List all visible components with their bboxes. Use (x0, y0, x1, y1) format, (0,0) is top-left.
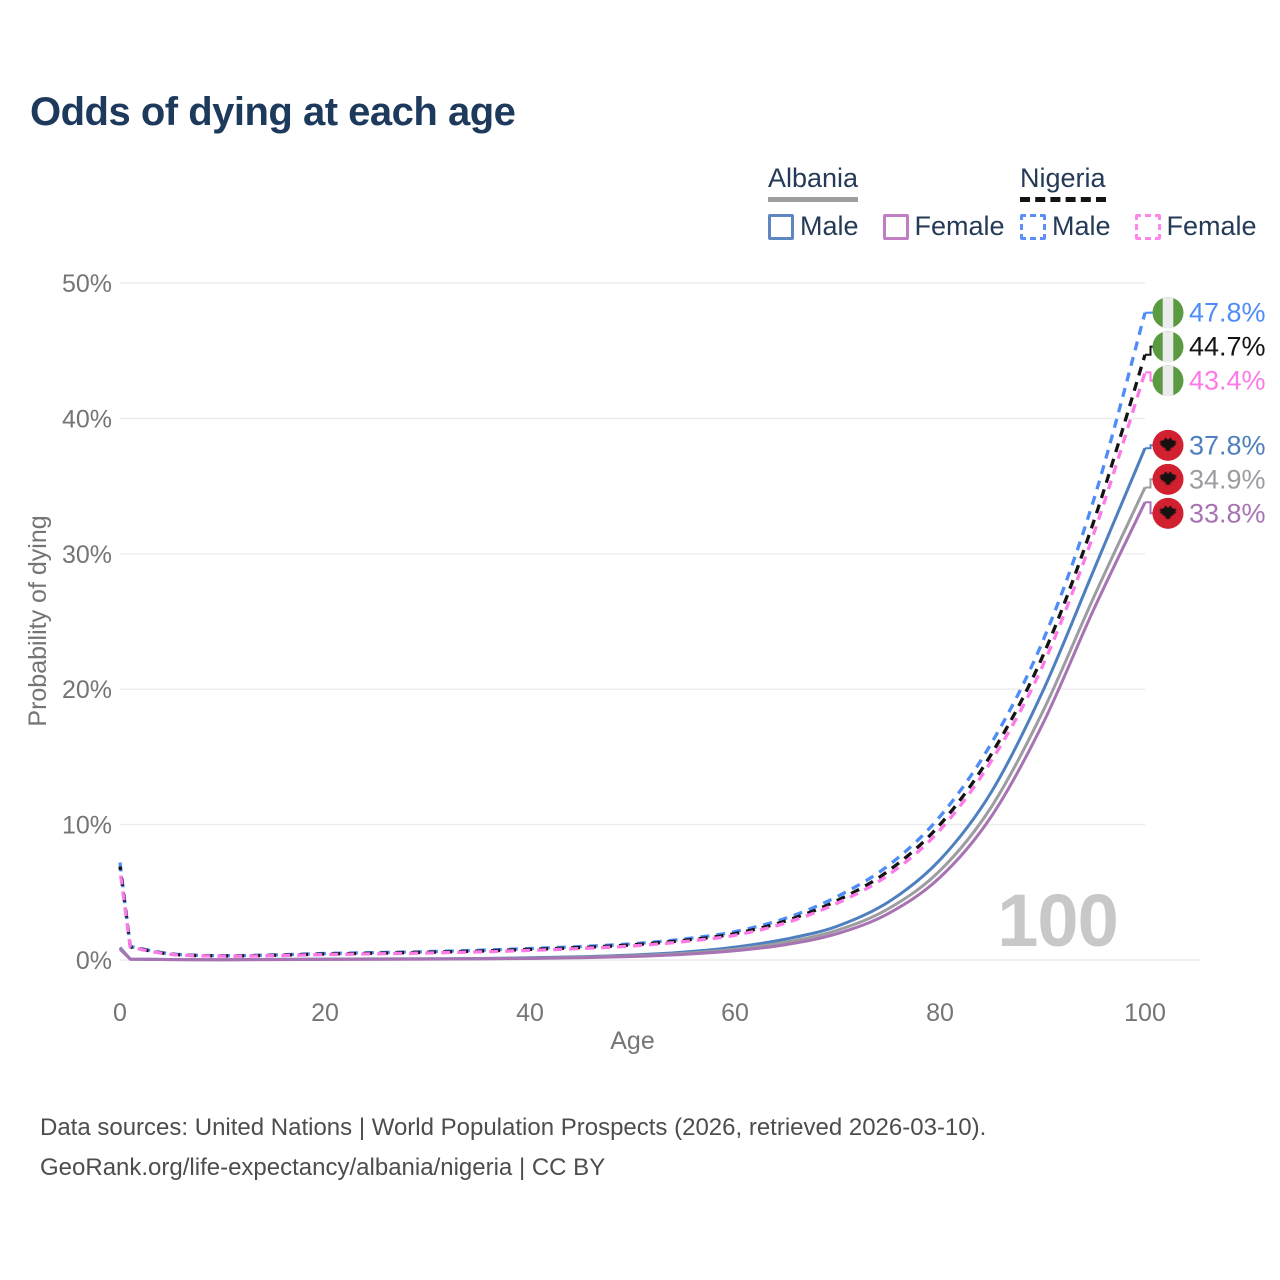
footer: Data sources: United Nations | World Pop… (40, 1108, 986, 1188)
x-tick-label: 60 (721, 999, 749, 1027)
y-tick-label: 0% (76, 947, 112, 975)
x-axis-title: Age (610, 1027, 654, 1055)
legend-label-nigeria-female: Female (1166, 211, 1257, 241)
end-value-label-nigeria-female: 43.4% (1189, 366, 1266, 396)
x-tick-label: 20 (311, 999, 339, 1027)
footer-data-sources: Data sources: United Nations | World Pop… (40, 1114, 987, 1141)
nigeria-flag-white-band (1162, 365, 1174, 397)
legend-label-albania-female: Female (914, 211, 1005, 241)
end-value-label-albania-both-sexes: 34.9% (1189, 464, 1266, 494)
legend-item-nigeria-female[interactable]: Female (1134, 211, 1257, 242)
x-tick-label: 80 (926, 999, 954, 1027)
legend-item-albania-male[interactable]: Male (768, 211, 859, 242)
series-line-nigeria-both-sexes[interactable] (118, 354, 1147, 958)
x-tick-label: 40 (516, 999, 544, 1027)
end-value-label-albania-female: 33.8% (1189, 498, 1266, 528)
x-tick-label: 0 (113, 999, 127, 1027)
series-line-nigeria-female[interactable] (118, 371, 1147, 958)
legend-header-nigeria: Nigeria (1020, 163, 1106, 202)
legend-label-nigeria-male: Male (1052, 211, 1111, 241)
x-tick-label: 100 (1124, 999, 1166, 1027)
albania-eagle (1158, 471, 1178, 487)
legend-header-albania: Albania (768, 163, 859, 202)
flag-albania-icon (1152, 497, 1184, 529)
checkbox-albania-male-icon[interactable] (768, 213, 794, 240)
legend-label-albania-male: Male (800, 211, 859, 241)
checkbox-nigeria-male-icon[interactable] (1020, 213, 1046, 240)
flag-nigeria-icon (1152, 331, 1184, 363)
legend-group-albania: Albania Male Female (768, 163, 1005, 242)
legend-item-albania-female[interactable]: Female (882, 211, 1005, 242)
series-line-nigeria-male[interactable] (118, 312, 1147, 958)
flag-albania-icon (1152, 463, 1184, 495)
y-axis-title: Probability of dying (24, 515, 52, 726)
age-watermark: 100 (997, 879, 1118, 962)
gridlines (120, 282, 1200, 961)
nigeria-flag-white-band (1162, 331, 1174, 363)
legend-row-nigeria: Male Female (1020, 211, 1257, 242)
legend-group-nigeria: Nigeria Male Female (1020, 163, 1257, 242)
flag-nigeria-icon (1152, 365, 1184, 397)
flag-nigeria-icon (1152, 297, 1184, 329)
end-value-label-nigeria-male: 47.8% (1189, 298, 1266, 328)
series-line-albania-female[interactable] (118, 501, 1147, 962)
y-tick-label: 40% (62, 405, 112, 433)
legend-row-albania: Male Female (768, 211, 1005, 242)
checkbox-albania-female-icon[interactable] (882, 213, 909, 240)
albania-eagle (1158, 437, 1178, 453)
flag-albania-icon (1152, 429, 1184, 461)
y-tick-label: 20% (62, 676, 112, 704)
y-tick-label: 50% (62, 270, 112, 298)
chart-title: Odds of dying at each age (30, 90, 516, 134)
footer-attribution: GeoRank.org/life-expectancy/albania/nige… (40, 1154, 606, 1181)
nigeria-flag-white-band (1162, 297, 1174, 329)
y-tick-label: 30% (62, 541, 112, 569)
end-value-label-albania-male: 37.8% (1189, 430, 1266, 460)
legend-item-nigeria-male[interactable]: Male (1020, 211, 1111, 242)
albania-eagle (1158, 505, 1178, 521)
y-tick-label: 10% (62, 812, 112, 840)
end-value-label-nigeria-both-sexes: 44.7% (1189, 332, 1266, 362)
checkbox-nigeria-female-icon[interactable] (1134, 213, 1161, 240)
